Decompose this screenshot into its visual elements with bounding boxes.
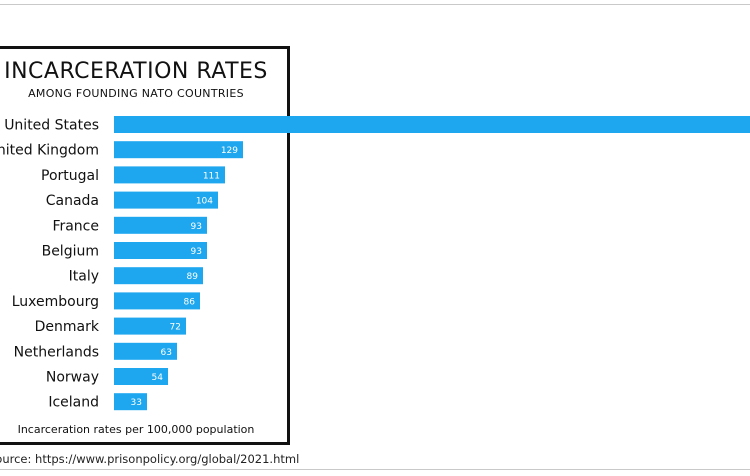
- bar: [114, 242, 207, 259]
- bar: [114, 116, 750, 133]
- value-label: 129: [221, 146, 238, 156]
- bar: [114, 267, 203, 285]
- bar: [114, 317, 186, 335]
- top-divider: [0, 4, 750, 5]
- value-label: 86: [184, 297, 196, 307]
- value-label: 54: [152, 373, 164, 383]
- chart-title: INCARCERATION RATES: [4, 59, 268, 84]
- category-label: Luxembourg: [12, 294, 99, 310]
- value-label: 111: [203, 171, 220, 181]
- chart-subtitle: AMONG FOUNDING NATO COUNTRIES: [28, 87, 244, 100]
- category-label: Netherlands: [14, 344, 99, 360]
- bottom-divider: [0, 469, 750, 470]
- value-label: 72: [170, 323, 181, 333]
- value-label: 33: [131, 398, 142, 408]
- source-text: Source: https://www.prisonpolicy.org/glo…: [0, 452, 300, 466]
- bar: [114, 216, 207, 234]
- category-label: Norway: [46, 370, 99, 386]
- bar: [114, 141, 243, 159]
- category-label: Italy: [69, 269, 99, 285]
- bar: [114, 292, 200, 310]
- category-label: France: [52, 218, 99, 234]
- bar: [114, 191, 218, 209]
- category-label: Portugal: [41, 168, 99, 184]
- category-label: United States: [4, 118, 99, 134]
- bar: [114, 368, 168, 385]
- category-label: United Kingdom: [0, 143, 99, 159]
- bar: [114, 393, 147, 411]
- category-label: Denmark: [35, 319, 100, 335]
- value-label: 63: [161, 348, 172, 358]
- value-label: 89: [187, 272, 199, 282]
- category-label: Canada: [46, 193, 99, 209]
- value-label: 93: [191, 222, 202, 232]
- category-label: Iceland: [48, 395, 99, 411]
- value-label: 93: [191, 247, 202, 257]
- bar: [114, 342, 177, 360]
- category-label: Belgium: [42, 244, 99, 260]
- value-label: 104: [196, 197, 213, 207]
- bar: [114, 166, 225, 184]
- chart-note: Incarceration rates per 100,000 populati…: [17, 423, 255, 436]
